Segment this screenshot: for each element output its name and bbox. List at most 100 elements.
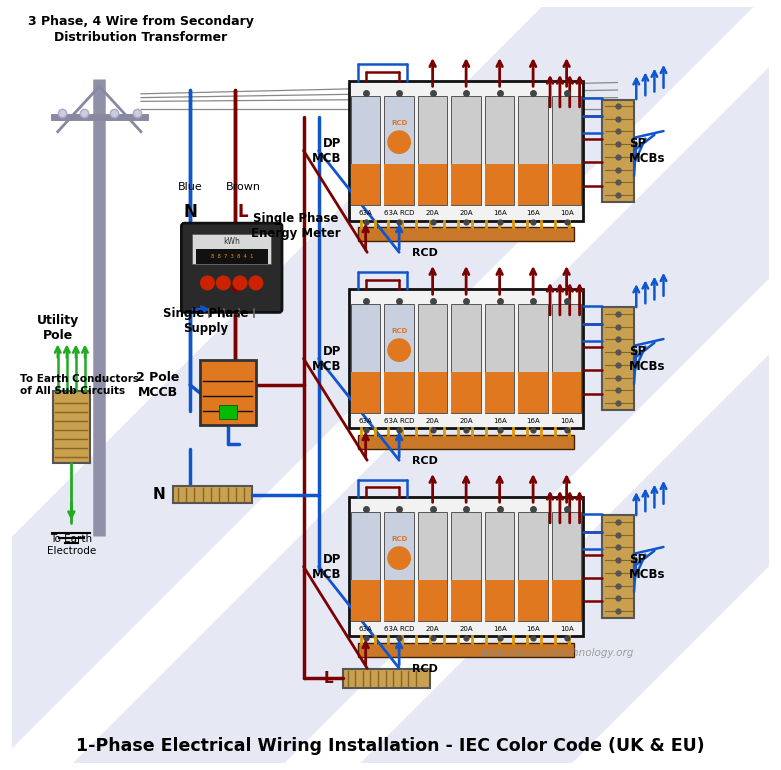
Text: Single Phase
Energy Meter: Single Phase Energy Meter (251, 213, 341, 240)
Bar (349, 497, 583, 637)
Text: RCD: RCD (391, 535, 407, 541)
Bar (173, 487, 252, 503)
Text: 20A: 20A (426, 626, 440, 632)
Text: 63A RCD: 63A RCD (384, 210, 415, 216)
Circle shape (249, 276, 262, 290)
Text: To Earth Conductors
of All Sub Circuits: To Earth Conductors of All Sub Circuits (20, 374, 139, 396)
Circle shape (234, 276, 247, 290)
Bar (485, 580, 515, 621)
Text: RCD: RCD (391, 327, 407, 333)
Bar (358, 227, 574, 241)
Bar (485, 372, 515, 413)
Bar (451, 304, 481, 413)
Bar (519, 96, 547, 205)
Text: 63A RCD: 63A RCD (384, 418, 415, 424)
Text: Blue: Blue (178, 182, 202, 192)
Bar (351, 580, 380, 621)
Text: 10A: 10A (560, 210, 573, 216)
Bar (418, 164, 448, 205)
Bar (485, 512, 515, 621)
Text: 63A: 63A (358, 210, 373, 216)
Circle shape (201, 276, 214, 290)
Bar (451, 512, 481, 621)
Bar (418, 304, 448, 413)
Text: 20A: 20A (459, 626, 473, 632)
Text: 16A: 16A (493, 210, 507, 216)
Text: RCD: RCD (412, 456, 437, 466)
Polygon shape (73, 7, 781, 763)
Bar (552, 164, 581, 205)
Text: Utility
Pole: Utility Pole (37, 314, 79, 343)
Bar (552, 96, 581, 205)
Circle shape (388, 339, 410, 361)
Text: 20A: 20A (426, 210, 440, 216)
Bar (451, 372, 481, 413)
Text: kWh: kWh (223, 237, 240, 246)
Text: 20A: 20A (459, 210, 473, 216)
Bar (418, 512, 448, 621)
Bar (519, 372, 547, 413)
Bar (418, 580, 448, 621)
Bar (53, 390, 90, 463)
Bar (343, 669, 430, 688)
Bar (519, 580, 547, 621)
Text: 16A: 16A (493, 418, 507, 424)
Bar (519, 512, 547, 621)
Text: Single Phase
Supply: Single Phase Supply (162, 306, 248, 335)
Text: 16A: 16A (526, 418, 540, 424)
Bar (418, 372, 448, 413)
Polygon shape (0, 7, 754, 763)
Text: 16A: 16A (526, 210, 540, 216)
Bar (519, 164, 547, 205)
Text: 2 Pole
MCCB: 2 Pole MCCB (136, 371, 180, 399)
Text: DP
MCB: DP MCB (312, 136, 341, 165)
Text: To Earth
Electrode: To Earth Electrode (47, 534, 96, 556)
Bar (351, 164, 380, 205)
Bar (451, 96, 481, 205)
Bar (384, 304, 414, 413)
Bar (485, 96, 515, 205)
FancyBboxPatch shape (181, 223, 282, 313)
Text: DP
MCB: DP MCB (312, 344, 341, 373)
Text: Brown: Brown (226, 182, 261, 192)
Circle shape (388, 547, 410, 569)
Bar (602, 307, 634, 410)
Bar (219, 405, 237, 419)
Text: 3 Phase, 4 Wire from Secondary
Distribution Transformer: 3 Phase, 4 Wire from Secondary Distribut… (28, 15, 254, 44)
Bar (351, 512, 380, 621)
Text: 20A: 20A (426, 418, 440, 424)
Text: RCD: RCD (412, 248, 437, 258)
Text: 1-Phase Electrical Wiring Installation - IEC Color Code (UK & EU): 1-Phase Electrical Wiring Installation -… (77, 738, 704, 755)
Text: 63A RCD: 63A RCD (384, 626, 415, 632)
Text: DP
MCB: DP MCB (312, 553, 341, 581)
Bar (519, 304, 547, 413)
Bar (351, 304, 380, 413)
Text: www.electricaltechnology.org: www.electricaltechnology.org (480, 648, 633, 658)
Text: N: N (184, 203, 197, 222)
Text: L: L (237, 203, 248, 222)
Text: RCD: RCD (391, 119, 407, 126)
Bar (384, 164, 414, 205)
Bar (485, 304, 515, 413)
Bar (358, 435, 574, 449)
Text: 20A: 20A (459, 418, 473, 424)
Bar (552, 372, 581, 413)
Bar (451, 580, 481, 621)
Polygon shape (360, 7, 781, 763)
Bar (349, 289, 583, 428)
Circle shape (216, 276, 230, 290)
Bar (552, 512, 581, 621)
Bar (384, 580, 414, 621)
Text: 16A: 16A (493, 626, 507, 632)
Text: N: N (153, 487, 166, 502)
Text: 63A: 63A (358, 626, 373, 632)
Text: SP
MCBs: SP MCBs (629, 553, 665, 581)
Circle shape (388, 131, 410, 153)
Bar (351, 96, 380, 205)
Text: 16A: 16A (526, 626, 540, 632)
Bar (358, 643, 574, 657)
Bar (418, 96, 448, 205)
Text: SP
MCBs: SP MCBs (629, 344, 665, 373)
Text: L: L (323, 671, 333, 686)
Text: 10A: 10A (560, 418, 573, 424)
